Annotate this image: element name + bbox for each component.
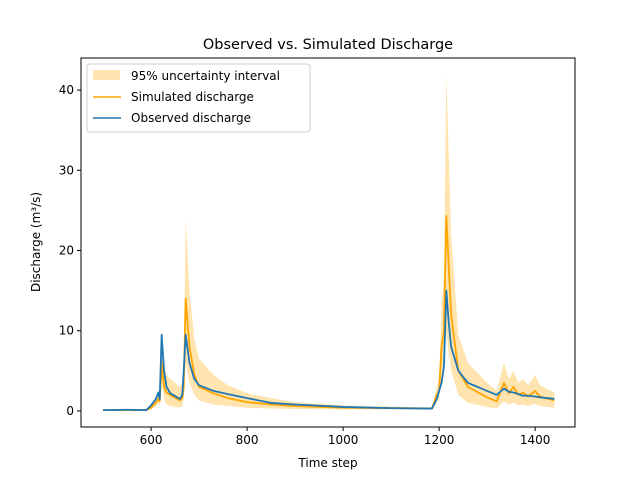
y-tick-label: 10 [59,324,74,338]
x-tick-label: 1200 [424,433,455,447]
observed-line [103,289,555,412]
y-tick-label: 20 [59,244,74,258]
legend-label-band: 95% uncertainty interval [131,69,280,83]
y-tick-label: 0 [66,404,74,418]
legend-label-observed: Observed discharge [131,111,251,125]
x-tick-label: 1400 [520,433,551,447]
legend-swatch-band [93,70,120,80]
x-tick-label: 600 [140,433,163,447]
y-tick-label: 30 [59,163,74,177]
simulated-line [103,215,555,412]
legend-label-simulated: Simulated discharge [131,90,254,104]
uncertainty-band [103,74,555,411]
plot-frame [80,57,576,428]
legend: 95% uncertainty interval Simulated disch… [86,63,311,133]
y-axis-label: Discharge (m³/s) [29,192,43,292]
y-tick-label: 40 [59,83,74,97]
chart-title: Observed vs. Simulated Discharge [203,37,453,53]
x-tick-label: 800 [236,433,259,447]
x-tick-label: 1000 [328,433,359,447]
x-axis-label: Time step [297,456,357,470]
